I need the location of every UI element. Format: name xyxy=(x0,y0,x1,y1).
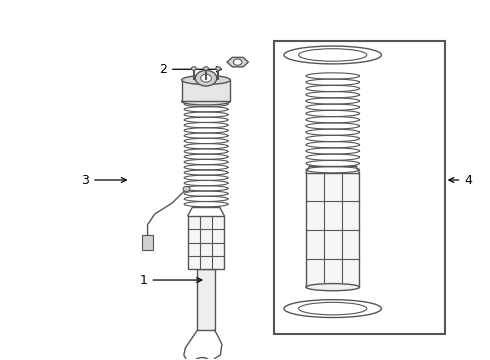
Text: 3: 3 xyxy=(81,174,126,186)
Ellipse shape xyxy=(298,302,367,315)
Bar xyxy=(188,216,224,269)
Circle shape xyxy=(233,59,242,65)
Circle shape xyxy=(216,67,220,70)
Ellipse shape xyxy=(284,300,381,318)
Circle shape xyxy=(183,186,190,192)
Ellipse shape xyxy=(182,76,230,85)
Circle shape xyxy=(196,70,217,86)
Ellipse shape xyxy=(182,98,230,105)
Polygon shape xyxy=(227,57,248,67)
Ellipse shape xyxy=(298,49,367,61)
Circle shape xyxy=(201,74,211,82)
Ellipse shape xyxy=(306,284,360,291)
Circle shape xyxy=(192,67,196,70)
Text: 4: 4 xyxy=(449,174,472,186)
Bar xyxy=(306,173,360,287)
Text: 2: 2 xyxy=(159,63,221,76)
Circle shape xyxy=(194,357,211,360)
Bar xyxy=(182,80,230,102)
Ellipse shape xyxy=(284,46,381,64)
Bar xyxy=(142,235,153,249)
Bar xyxy=(274,41,445,334)
Text: 1: 1 xyxy=(140,274,202,287)
Circle shape xyxy=(203,67,208,70)
Bar xyxy=(197,269,215,330)
